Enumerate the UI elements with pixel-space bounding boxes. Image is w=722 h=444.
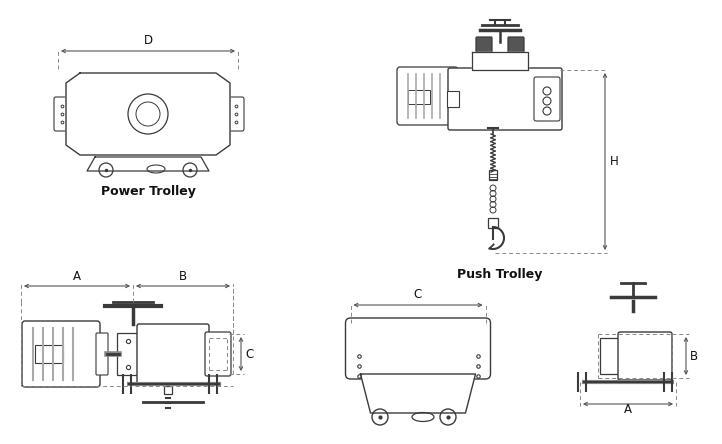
FancyBboxPatch shape (205, 332, 231, 376)
Polygon shape (87, 157, 209, 171)
FancyBboxPatch shape (22, 321, 100, 387)
Bar (447, 91, 459, 107)
Text: C: C (414, 288, 422, 301)
FancyBboxPatch shape (54, 97, 70, 131)
FancyBboxPatch shape (618, 332, 672, 380)
FancyBboxPatch shape (534, 77, 560, 121)
Text: Push Trolley: Push Trolley (457, 268, 543, 281)
Bar (489, 170, 497, 180)
FancyBboxPatch shape (96, 333, 108, 375)
Text: B: B (179, 270, 187, 283)
Text: Power Trolley: Power Trolley (100, 185, 196, 198)
FancyBboxPatch shape (448, 68, 562, 130)
Bar (488, 218, 498, 228)
Bar (117, 333, 139, 375)
Text: A: A (624, 403, 632, 416)
Bar (600, 338, 620, 374)
Bar (408, 90, 430, 104)
Bar (164, 386, 172, 394)
Text: C: C (245, 348, 253, 361)
Text: H: H (610, 155, 619, 168)
FancyBboxPatch shape (228, 97, 244, 131)
Text: D: D (144, 34, 152, 47)
FancyBboxPatch shape (137, 324, 209, 384)
FancyBboxPatch shape (508, 37, 524, 53)
FancyBboxPatch shape (397, 67, 458, 125)
Text: A: A (73, 270, 81, 283)
Polygon shape (360, 374, 476, 413)
Polygon shape (472, 52, 528, 70)
FancyBboxPatch shape (346, 318, 490, 379)
Text: B: B (690, 349, 698, 362)
FancyBboxPatch shape (476, 37, 492, 53)
FancyBboxPatch shape (95, 82, 201, 146)
Polygon shape (66, 73, 230, 155)
Bar (35, 345, 63, 363)
